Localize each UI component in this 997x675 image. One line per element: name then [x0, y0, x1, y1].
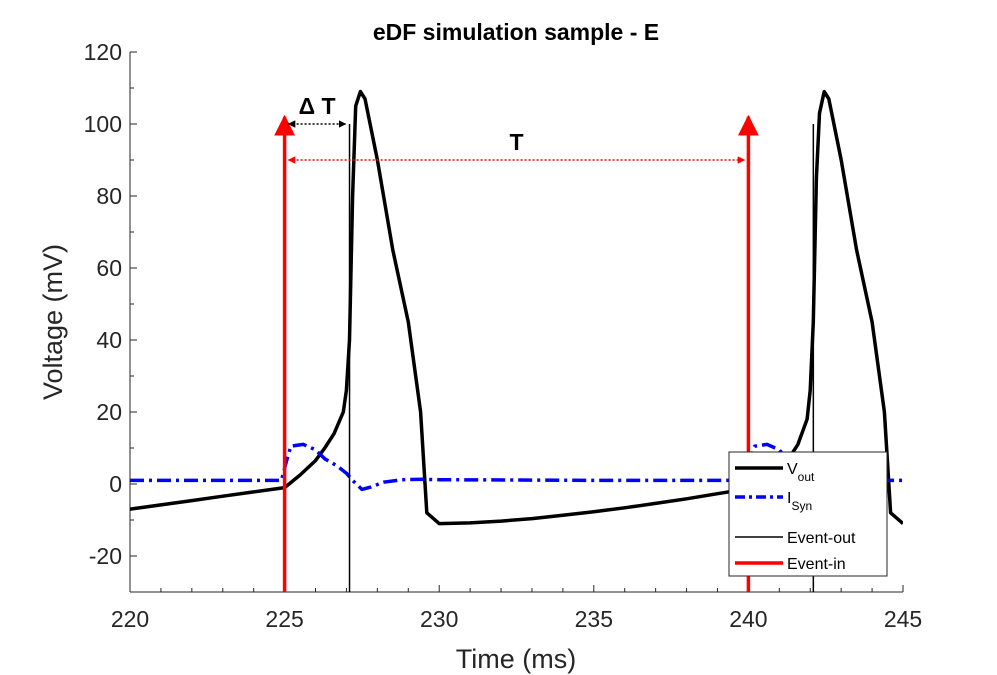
x-tick-label: 235 — [575, 606, 613, 632]
y-tick-label: 40 — [96, 327, 122, 353]
legend-label: Event-out — [787, 530, 856, 547]
legend-label: Event-in — [787, 556, 846, 573]
x-tick-label: 225 — [265, 606, 303, 632]
y-tick-label: 20 — [96, 399, 122, 425]
series-line-i-syn — [130, 442, 903, 492]
y-tick-label: 120 — [84, 39, 122, 65]
series-line-v-out — [130, 89, 903, 526]
legend-box — [728, 451, 888, 577]
x-axis-label: Time (ms) — [456, 644, 576, 674]
y-tick-label: -20 — [89, 543, 122, 569]
x-tick-label: 230 — [420, 606, 458, 632]
axes: 220 225 230 235 240 245 120 100 80 60 40 20 0 -20 — [84, 39, 923, 632]
annotations: Δ T T — [287, 93, 746, 164]
y-tick-label: 80 — [96, 183, 122, 209]
x-tick-label: 220 — [111, 606, 149, 632]
y-tick-label: 0 — [109, 471, 122, 497]
chart-title: eDF simulation sample - E — [373, 19, 659, 45]
x-tick-label: 245 — [884, 606, 922, 632]
legend-label-subscript: Syn — [791, 499, 812, 513]
y-tick-label: 100 — [84, 111, 122, 137]
y-tick-label: 60 — [96, 255, 122, 281]
period-label: T — [509, 129, 523, 155]
x-tick-label: 240 — [729, 606, 767, 632]
delta-t-label: Δ T — [299, 93, 336, 119]
y-axis-label: Voltage (mV) — [38, 244, 68, 400]
legend-label-subscript: out — [798, 470, 815, 484]
